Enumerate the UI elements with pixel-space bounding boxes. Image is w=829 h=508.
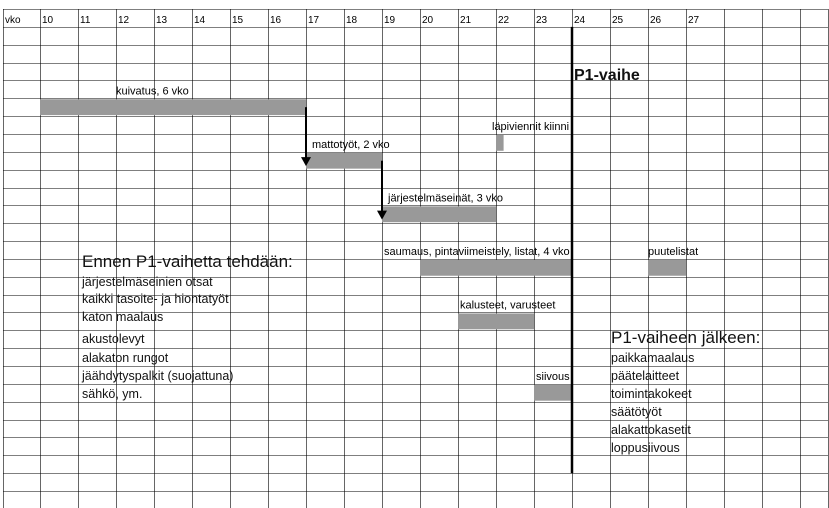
week-tick-label: 17 bbox=[308, 15, 320, 26]
after-item: alakattokasetit bbox=[611, 423, 691, 437]
milestone-label: P1-vaihe bbox=[574, 67, 640, 84]
task-label: puutelistat bbox=[648, 246, 698, 258]
task-label: mattotyöt, 2 vko bbox=[312, 139, 390, 151]
before-item: katon maalaus bbox=[82, 310, 164, 324]
task-label: kuivatus, 6 vko bbox=[116, 85, 189, 97]
before-item: kaikki tasoite- ja hiontatyöt bbox=[82, 292, 229, 306]
task-label: järjestelmäseinät, 3 vko bbox=[387, 192, 503, 204]
week-tick-label: 16 bbox=[270, 15, 282, 26]
week-tick-label: 14 bbox=[194, 15, 206, 26]
week-tick-label: 20 bbox=[422, 15, 434, 26]
before-item: järjestelmäseinien otsat bbox=[82, 275, 213, 289]
before-item: jäähdytyspalkit (suojattuna) bbox=[82, 369, 234, 383]
week-tick-label: 22 bbox=[498, 15, 510, 26]
week-tick-label: 27 bbox=[688, 15, 700, 26]
week-tick-label: 19 bbox=[384, 15, 396, 26]
after-item: säätötyöt bbox=[611, 405, 662, 419]
after-item: toimintakokeet bbox=[611, 387, 692, 401]
after-item: päätelaitteet bbox=[611, 369, 680, 383]
week-tick-label: 12 bbox=[118, 15, 130, 26]
task-bar bbox=[420, 259, 572, 276]
before-item: alakaton rungot bbox=[82, 351, 169, 365]
task-bar bbox=[40, 99, 306, 116]
dependency-arrowhead bbox=[301, 157, 311, 167]
before-p1-title: Ennen P1-vaihetta tehdään: bbox=[82, 252, 293, 271]
week-tick-label: 15 bbox=[232, 15, 244, 26]
week-tick-label: 23 bbox=[536, 15, 548, 26]
task-label: siivous bbox=[536, 371, 570, 383]
after-item: paikkamaalaus bbox=[611, 351, 695, 365]
task-bar bbox=[458, 313, 534, 330]
task-bar bbox=[648, 259, 686, 276]
week-tick-label: 11 bbox=[80, 15, 91, 26]
task-label: saumaus, pintaviimeistely, listat, 4 vko bbox=[384, 246, 570, 258]
week-tick-label: 25 bbox=[612, 15, 624, 26]
week-tick-label: 13 bbox=[156, 15, 168, 26]
task-bar bbox=[496, 134, 504, 151]
task-bar bbox=[382, 206, 496, 223]
axis-label: vko bbox=[5, 15, 21, 26]
week-tick-label: 26 bbox=[650, 15, 662, 26]
task-bar bbox=[306, 152, 382, 169]
week-tick-label: 24 bbox=[574, 15, 586, 26]
task-bar bbox=[534, 384, 572, 401]
after-item: loppusiivous bbox=[611, 441, 680, 455]
before-item: sähkö, ym. bbox=[82, 387, 143, 401]
task-label: kalusteet, varusteet bbox=[460, 299, 555, 311]
week-tick-label: 21 bbox=[460, 15, 472, 26]
week-tick-label: 10 bbox=[42, 15, 54, 26]
dependency-arrowhead bbox=[377, 210, 387, 220]
task-label: läpiviennit kiinni bbox=[492, 121, 569, 133]
after-p1-title: P1-vaiheen jälkeen: bbox=[611, 328, 761, 347]
before-item: akustolevyt bbox=[82, 332, 145, 346]
week-tick-label: 18 bbox=[346, 15, 358, 26]
